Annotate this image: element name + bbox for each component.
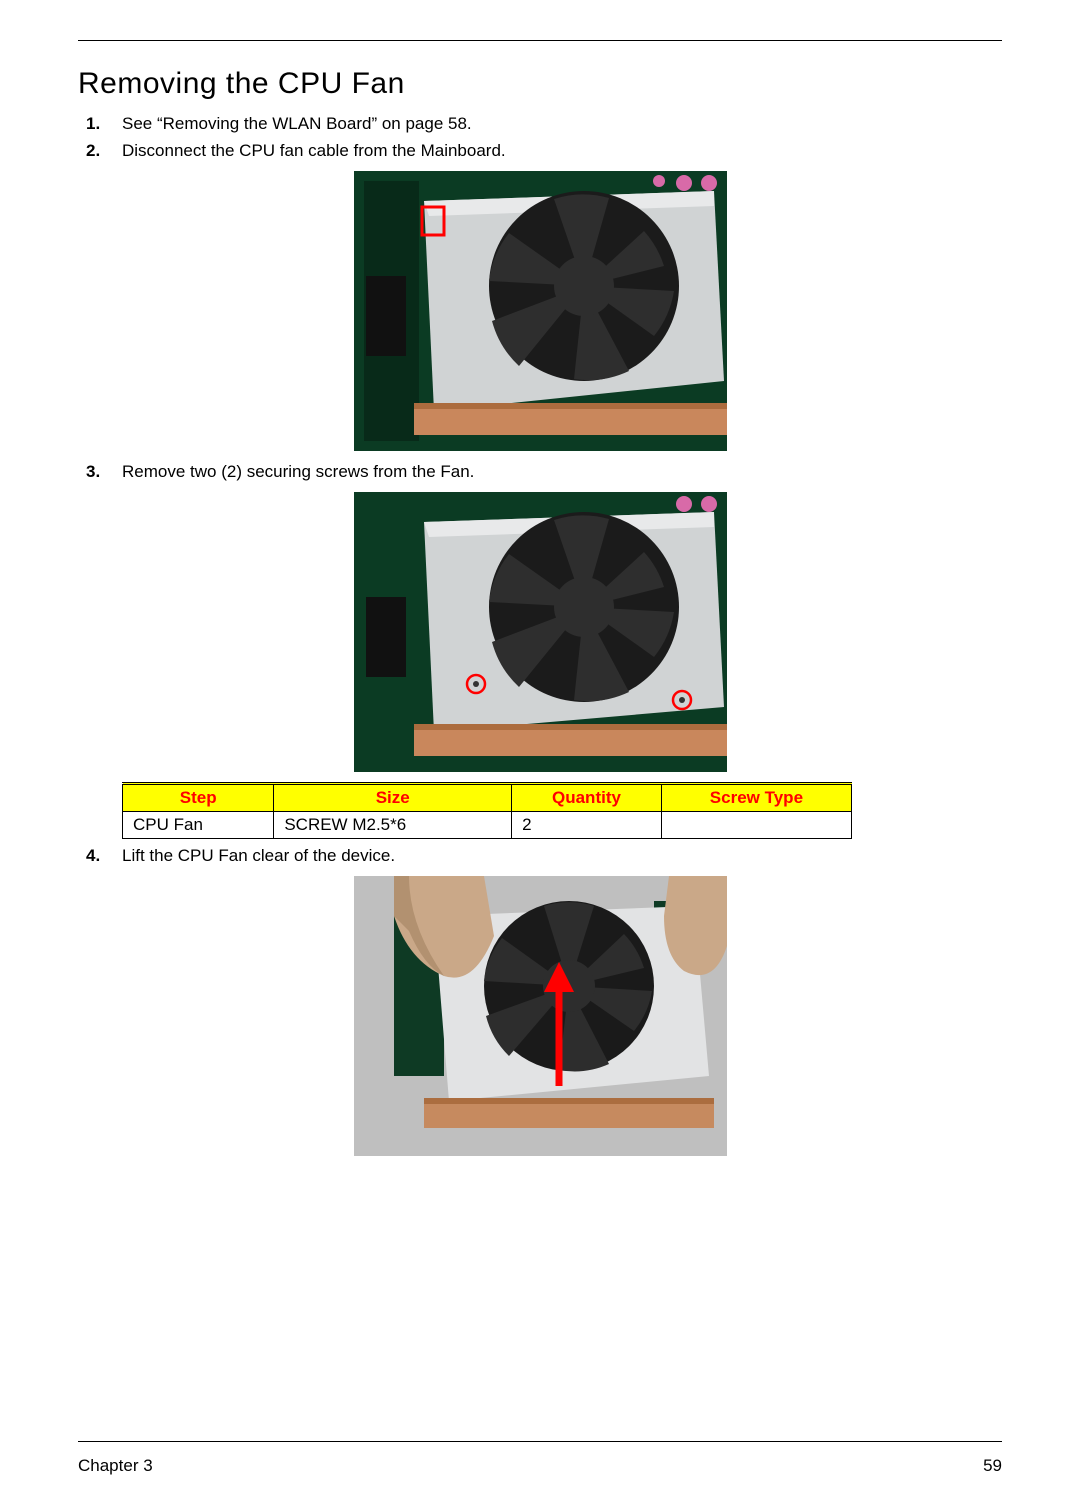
th-type: Screw Type xyxy=(661,783,851,811)
td-size: SCREW M2.5*6 xyxy=(274,811,512,838)
th-step: Step xyxy=(123,783,274,811)
step-number: 2. xyxy=(86,140,100,163)
th-qty: Quantity xyxy=(512,783,662,811)
step-4: 4. Lift the CPU Fan clear of the device. xyxy=(122,845,1002,868)
figure-3-svg xyxy=(354,876,727,1156)
step-text: Lift the CPU Fan clear of the device. xyxy=(122,846,395,865)
step-text: See “Removing the WLAN Board” on page 58… xyxy=(122,114,472,133)
step-list-3: 4. Lift the CPU Fan clear of the device. xyxy=(78,845,1002,868)
section-title: Removing the CPU Fan xyxy=(78,67,1002,101)
figure-2 xyxy=(78,492,1002,772)
step-number: 4. xyxy=(86,845,100,868)
screw-table: Step Size Quantity Screw Type CPU Fan SC… xyxy=(122,782,852,839)
figure-3 xyxy=(78,876,1002,1156)
step-text: Remove two (2) securing screws from the … xyxy=(122,462,474,481)
step-text: Disconnect the CPU fan cable from the Ma… xyxy=(122,141,506,160)
step-list-2: 3. Remove two (2) securing screws from t… xyxy=(78,461,1002,484)
figure-1-svg xyxy=(354,171,727,451)
th-size: Size xyxy=(274,783,512,811)
figure-2-svg xyxy=(354,492,727,772)
td-type xyxy=(661,811,851,838)
document-page: Removing the CPU Fan 1. See “Removing th… xyxy=(0,0,1080,1512)
td-step: CPU Fan xyxy=(123,811,274,838)
step-1: 1. See “Removing the WLAN Board” on page… xyxy=(122,113,1002,136)
figure-1 xyxy=(78,171,1002,451)
page-footer: Chapter 3 59 xyxy=(78,1441,1002,1476)
step-2: 2. Disconnect the CPU fan cable from the… xyxy=(122,140,1002,163)
top-rule xyxy=(78,40,1002,41)
footer-chapter: Chapter 3 xyxy=(78,1456,153,1476)
step-list: 1. See “Removing the WLAN Board” on page… xyxy=(78,113,1002,163)
td-qty: 2 xyxy=(512,811,662,838)
step-number: 3. xyxy=(86,461,100,484)
step-3: 3. Remove two (2) securing screws from t… xyxy=(122,461,1002,484)
step-number: 1. xyxy=(86,113,100,136)
footer-page-number: 59 xyxy=(983,1456,1002,1476)
table-row: CPU Fan SCREW M2.5*6 2 xyxy=(123,811,852,838)
